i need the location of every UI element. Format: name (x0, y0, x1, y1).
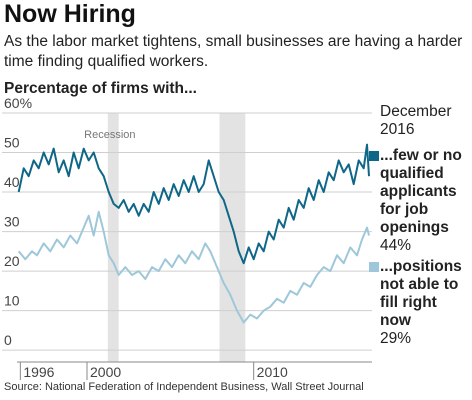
series-line (17, 143, 370, 265)
chart-subtitle: As the labor market tightens, small busi… (4, 33, 463, 70)
x-tick-label: 2000 (90, 364, 121, 380)
legend-label: ...few or no qualified applicants for jo… (380, 147, 462, 236)
legend-label: ...positions not able to fill right now (380, 258, 462, 329)
recession-band (219, 113, 246, 362)
end-value-label: 29% (380, 330, 412, 347)
source: Source: National Federation of Independe… (4, 381, 364, 393)
y-tick-label: 50 (4, 135, 20, 151)
y-tick-label: 0 (4, 332, 12, 348)
recession-label: Recession (84, 129, 135, 141)
y-tick-label: 10 (4, 293, 20, 309)
chart-title: Now Hiring (4, 0, 136, 28)
y-tick-label: 30 (4, 214, 20, 230)
legend-entry: ...few or no qualified applicants for jo… (369, 147, 470, 237)
x-tick-label: 1996 (23, 364, 54, 380)
legend-swatch (369, 262, 379, 272)
end-value-label: 44% (380, 237, 412, 254)
x-tick-label: 2010 (257, 364, 288, 380)
end-heading: December 2016 (380, 103, 452, 138)
series-annotation: ...few or no qualified applicants for jo… (369, 147, 470, 255)
recession-band (107, 113, 119, 362)
series-line (17, 210, 370, 324)
y-tick-label: 40 (4, 174, 20, 190)
series-annotation: ...positions not able to fill right now 2… (369, 258, 470, 348)
y-tick-label: 20 (4, 253, 20, 269)
legend-swatch (369, 151, 379, 161)
y-axis-title: Percentage of firms with... (4, 80, 197, 97)
legend-entry: ...positions not able to fill right now (369, 258, 470, 330)
y-tick-label: 60% (4, 95, 32, 111)
